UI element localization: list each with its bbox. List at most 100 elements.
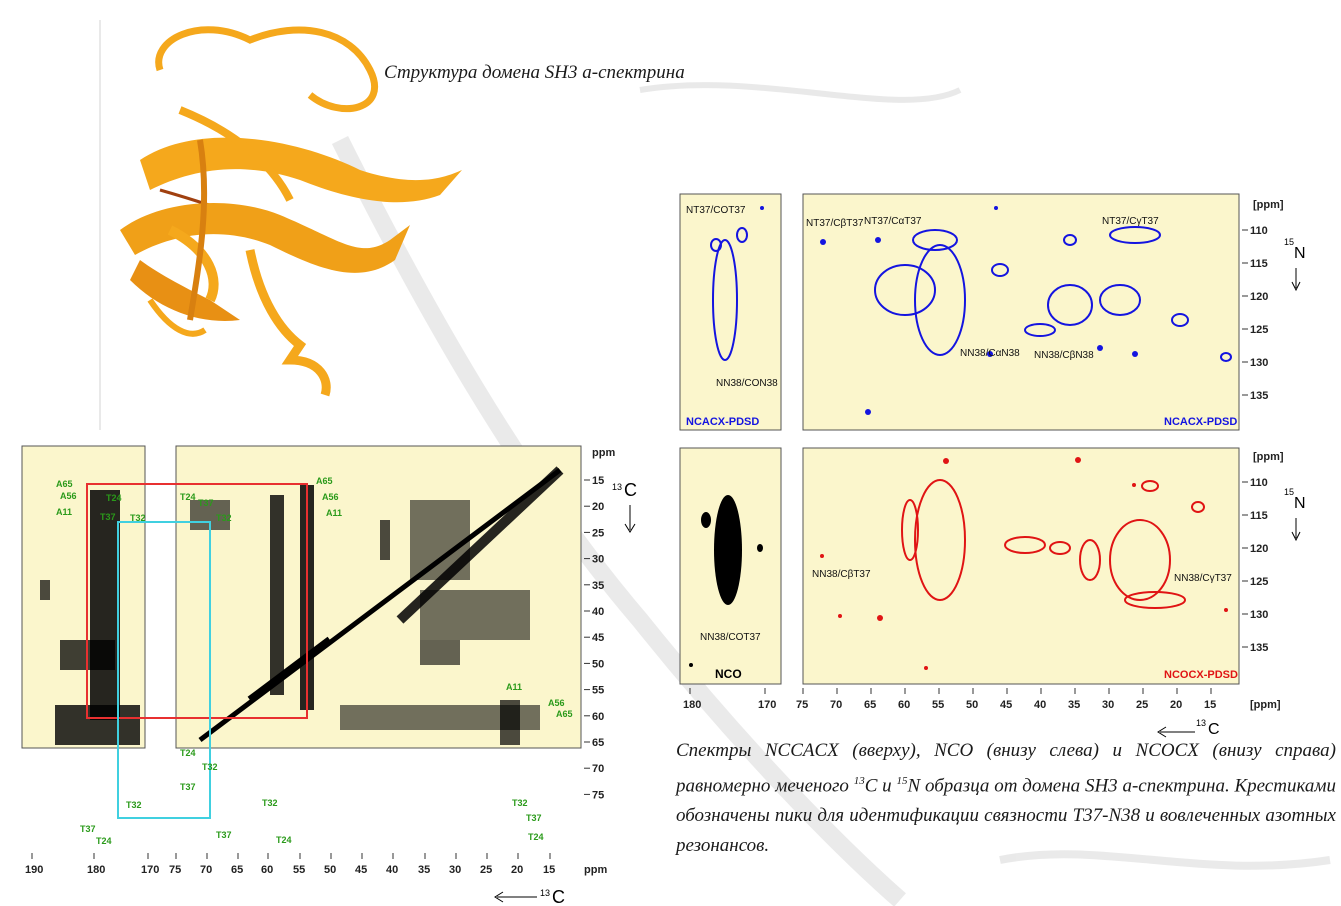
label-t37-low: T37: [180, 782, 196, 792]
spectra-caption: Спектры NCCACX (вверху), NCO (внизу слев…: [676, 736, 1336, 861]
label-a56-right: A56: [548, 698, 565, 708]
left-y-tick-50: 50: [592, 658, 604, 670]
label-a65-right: A65: [556, 709, 573, 719]
right-top-y-tick-120: 120: [1250, 291, 1268, 303]
right-x-tick-55: 55: [932, 699, 944, 711]
right-bottom-iso: 15: [1284, 487, 1294, 497]
panel-label-ncocx: NCOCX-PDSD: [1164, 669, 1238, 681]
right-bottom-axis-n: N: [1294, 495, 1306, 512]
spectra-caption-sup15: 15: [896, 775, 908, 787]
left-y-tick-70: 70: [592, 763, 604, 775]
right-bottom-y-tick-115: 115: [1250, 510, 1268, 522]
left-y-tick-75: 75: [592, 789, 604, 801]
right-x-iso: 13: [1196, 718, 1206, 728]
left-x-axis-c: C: [552, 887, 565, 906]
label-t37-lowright: T37: [526, 813, 542, 823]
left-y-tick-45: 45: [592, 632, 604, 644]
label-t32-left: T32: [130, 513, 146, 523]
right-top-iso: 15: [1284, 237, 1294, 247]
nco-peaks: [689, 495, 763, 667]
background-shadow: [99, 20, 1331, 906]
left-x-ticks: 190 180 170 75 70 65 60 55 50 45 40 35 30 25 20 15: [25, 853, 555, 876]
right-bottom-y-unit: [ppm]: [1253, 451, 1284, 463]
left-x-unit: ppm: [584, 864, 607, 876]
left-y-tick-40: 40: [592, 606, 604, 618]
right-top-y-tick-125: 125: [1250, 324, 1268, 336]
red-connectivity-box: [86, 483, 308, 719]
left-x-iso: 13: [540, 888, 550, 898]
left-x-tick-30: 30: [449, 864, 461, 876]
label-a11-right: A11: [506, 682, 522, 692]
label-a56-mid: A56: [322, 492, 339, 502]
left-y-tick-65: 65: [592, 737, 604, 749]
label-a11-left: A11: [56, 507, 72, 517]
right-x-tick-35: 35: [1068, 699, 1080, 711]
left-y-arrow: [624, 505, 636, 533]
label-a65-mid: A65: [316, 476, 333, 486]
left-x-tick-45: 45: [355, 864, 367, 876]
right-x-tick-40: 40: [1034, 699, 1046, 711]
left-x-tick-180: 180: [87, 864, 105, 876]
label-t37-lowleft: T37: [80, 824, 96, 834]
label-nn38-cot37: NN38/COT37: [700, 632, 761, 643]
label-nn38-cgt37: NN38/CγT37: [1174, 573, 1232, 584]
right-bottom-arrow: [1291, 518, 1301, 542]
right-x-tick-25: 25: [1136, 699, 1148, 711]
label-t32-lowmid: T32: [262, 798, 278, 808]
left-x-tick-75: 75: [169, 864, 181, 876]
left-y-tick-55: 55: [592, 685, 604, 697]
right-x-tick-30: 30: [1102, 699, 1114, 711]
label-t24-lowleft: T24: [96, 836, 112, 846]
right-top-y-tick-110: 110: [1250, 225, 1268, 237]
right-x-tick-45: 45: [1000, 699, 1012, 711]
left-y-tick-20: 20: [592, 501, 604, 513]
right-spectra: NCACX-PDSD NCACX-PDSD NCO NCOCX-PDSD NT3…: [679, 193, 1306, 738]
left-y-tick-35: 35: [592, 580, 604, 592]
label-nt37-cat37: NT37/CαT37: [864, 216, 922, 227]
left-y-axis-c: C: [624, 480, 637, 500]
label-nn38-con38: NN38/CON38: [716, 378, 778, 389]
label-t24-mid: T24: [180, 492, 196, 502]
right-x-tick-50: 50: [966, 699, 978, 711]
spectra-caption-part1: Спектры NCCACX (вверху), NCO (внизу слев…: [676, 740, 1336, 797]
left-y-tick-15: 15: [592, 475, 604, 487]
left-y-tick-25: 25: [592, 527, 604, 539]
right-bottom-y-tick-120: 120: [1250, 543, 1268, 555]
label-t24-left: T24: [106, 493, 122, 503]
label-nt37-cot37: NT37/COT37: [686, 205, 746, 216]
protein-structure: [120, 26, 462, 397]
right-x-ticks: 180 170 75 70 65 60 55 50 45 40 35 30 25 20 15: [683, 688, 1216, 711]
label-t24-low: T24: [180, 748, 196, 758]
ncocx-panel: [802, 447, 1240, 685]
spectra-caption-sup13: 13: [853, 775, 865, 787]
right-x-tick-20: 20: [1170, 699, 1182, 711]
structure-caption: Структура домена SH3 а-спектрина: [384, 62, 685, 83]
panel-label-ncacx-left: NCACX-PDSD: [686, 416, 759, 428]
right-x-axis-c: C: [1208, 721, 1220, 738]
left-x-tick-60: 60: [261, 864, 273, 876]
label-a65-left: A65: [56, 479, 73, 489]
right-bottom-y-tick-130: 130: [1250, 609, 1268, 621]
label-a11-mid: A11: [326, 508, 342, 518]
label-t37-left: T37: [100, 512, 116, 522]
label-nn38-can38: NN38/CαN38: [960, 348, 1020, 359]
right-top-arrow: [1291, 268, 1301, 292]
left-x-tick-50: 50: [324, 864, 336, 876]
right-x-tick-170: 170: [758, 699, 776, 711]
red-peaks: [901, 479, 1205, 609]
left-y-unit: ppm: [592, 447, 615, 459]
left-x-tick-170: 170: [141, 864, 159, 876]
right-x-unit: [ppm]: [1250, 699, 1281, 711]
right-x-tick-15: 15: [1204, 699, 1216, 711]
right-x-tick-180: 180: [683, 699, 701, 711]
left-y-tick-60: 60: [592, 711, 604, 723]
left-x-tick-20: 20: [511, 864, 523, 876]
label-nt37-cgt37: NT37/CγT37: [1102, 216, 1159, 227]
right-bottom-y-tick-125: 125: [1250, 576, 1268, 588]
right-top-y-tick-135: 135: [1250, 390, 1268, 402]
right-top-axis-n: N: [1294, 245, 1306, 262]
label-nt37-cbt37: NT37/CβT37: [806, 218, 864, 229]
left-x-tick-70: 70: [200, 864, 212, 876]
right-x-tick-75: 75: [796, 699, 808, 711]
right-x-tick-65: 65: [864, 699, 876, 711]
